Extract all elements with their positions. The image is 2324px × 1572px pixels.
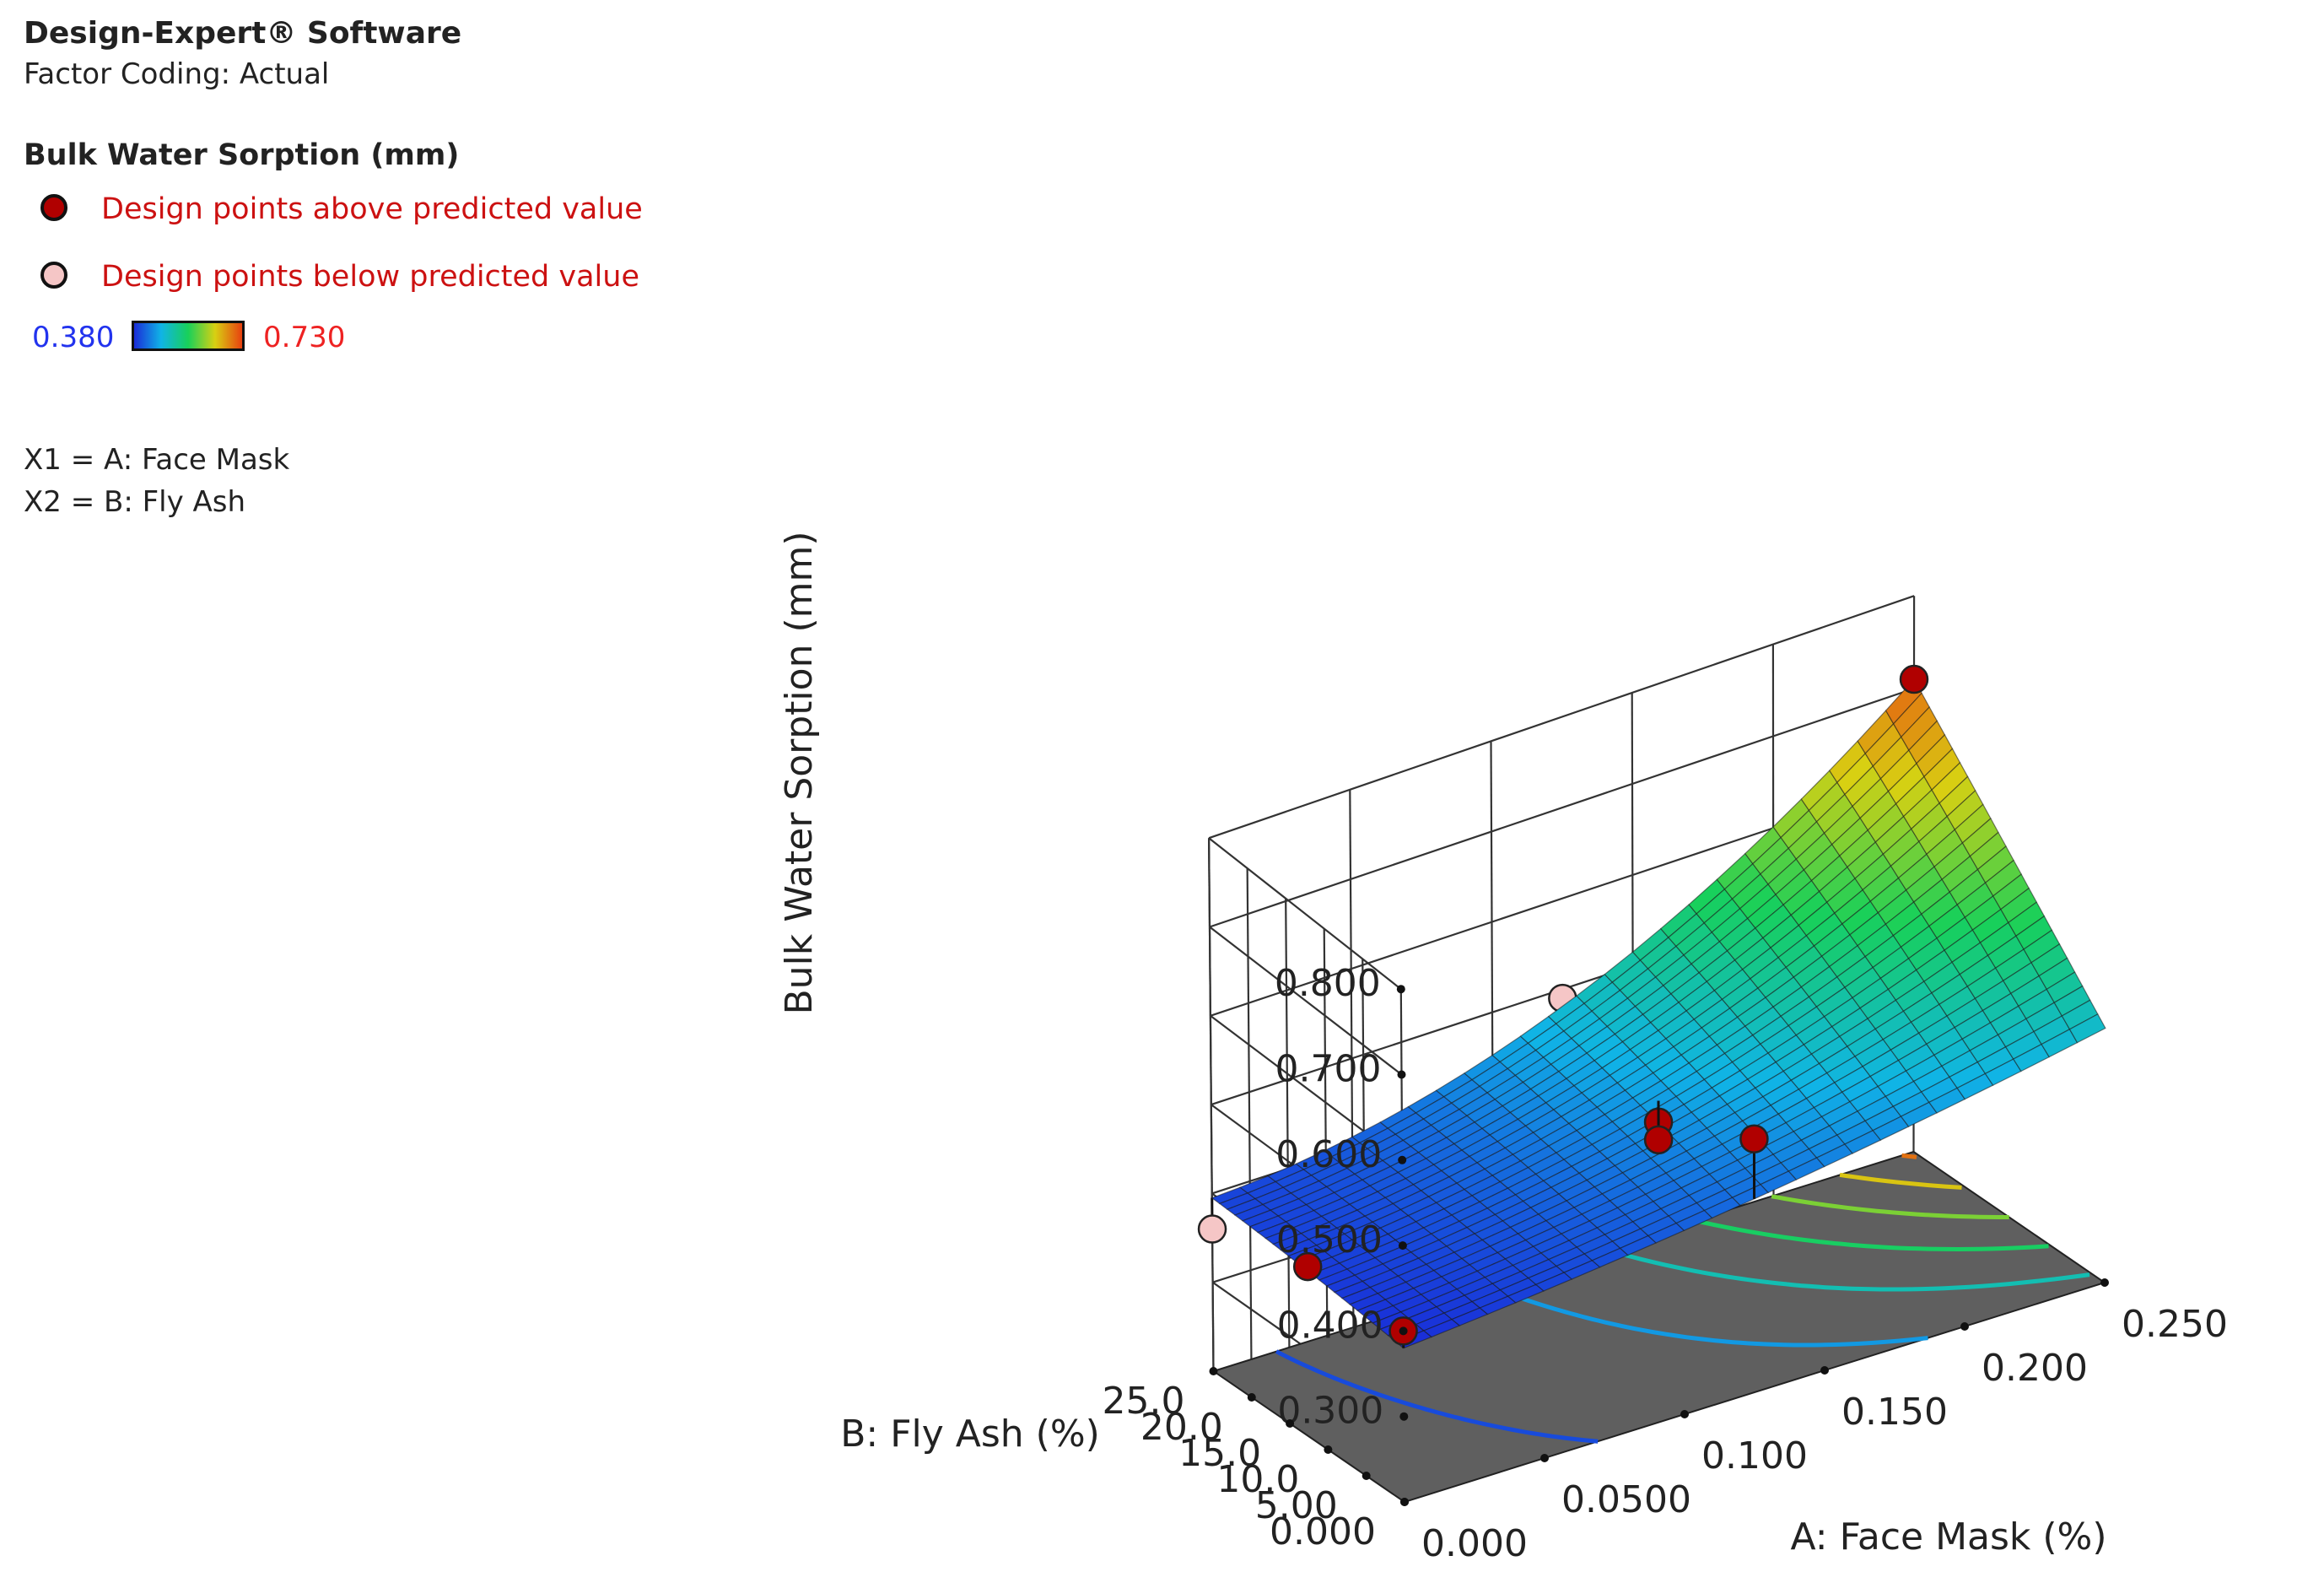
z-tick-label: 0.300 <box>1277 1390 1383 1433</box>
floor-plane <box>1211 1150 2107 1504</box>
x-tick-mark <box>1960 1322 1969 1331</box>
x-tick-label: 0.150 <box>1841 1391 1948 1434</box>
z-tick-label: 0.500 <box>1276 1218 1383 1261</box>
design-point <box>1197 1214 1227 1244</box>
y-tick-label: 5.00 <box>1255 1484 1338 1527</box>
design-point <box>1899 664 1929 694</box>
x-tick-mark <box>1540 1454 1549 1462</box>
factor-coding-label: Factor Coding: Actual <box>24 57 330 91</box>
above-point-icon <box>40 194 67 221</box>
y-tick-mark <box>1286 1419 1295 1428</box>
floor-polygon <box>1211 1150 2107 1504</box>
design-point <box>1739 1124 1769 1153</box>
floor-contours <box>1275 1153 2090 1444</box>
software-title: Design-Expert® Software <box>24 16 462 51</box>
y-axis-label: B: Fly Ash (%) <box>840 1413 1100 1456</box>
color-scale-bar <box>132 321 245 351</box>
variable-definitions: X1 = A: Face Mask X2 = B: Fly Ash <box>24 439 643 523</box>
contour-line <box>1275 1349 1599 1444</box>
y-tick-mark <box>1324 1445 1333 1454</box>
below-point-icon <box>40 262 67 289</box>
legend-below-label: Design points below predicted value <box>101 260 639 294</box>
back-wall-hline <box>1208 595 1915 840</box>
left-wall-hline <box>1208 837 1402 991</box>
z-tick-mark <box>1398 1241 1407 1251</box>
x-tick-mark <box>1820 1366 1829 1375</box>
contour-line <box>1602 1246 2090 1292</box>
design-points-front <box>1292 664 1929 1348</box>
contour-line <box>1901 1153 1917 1159</box>
z-tick-label: 0.600 <box>1275 1133 1382 1176</box>
y-tick-mark <box>1400 1498 1409 1506</box>
z-tick-mark <box>1396 985 1405 994</box>
x-tick-label: 0.250 <box>2122 1303 2228 1346</box>
z-axis-label: Bulk Water Sorption (mm) <box>778 531 821 1014</box>
color-scale-max: 0.730 <box>263 321 346 354</box>
z-tick-mark <box>1399 1326 1408 1336</box>
x-tick-mark <box>1680 1410 1689 1418</box>
x-axis-label: A: Face Mask (%) <box>1790 1515 2106 1558</box>
y-tick-label: 10.0 <box>1216 1458 1299 1501</box>
y-tick-label: 20.0 <box>1140 1406 1223 1449</box>
legend-below-entry: Design points below predicted value <box>24 243 643 311</box>
color-scale: 0.380 0.730 <box>24 314 643 365</box>
z-tick-mark <box>1399 1412 1409 1421</box>
legend-above-label: Design points above predicted value <box>101 192 643 226</box>
z-tick-mark <box>1397 1070 1406 1079</box>
var-x1: X1 = A: Face Mask <box>24 443 290 477</box>
legend-above-entry: Design points above predicted value <box>24 176 643 243</box>
z-tick-label: 0.400 <box>1277 1304 1383 1347</box>
y-tick-mark <box>1362 1472 1371 1480</box>
color-scale-min: 0.380 <box>32 321 115 354</box>
contour-line <box>1771 1194 2009 1219</box>
x-tick-label: 0.200 <box>1982 1347 2088 1390</box>
x-tick-label: 0.100 <box>1701 1434 1808 1477</box>
contour-line <box>1486 1283 1928 1348</box>
chart-legend: Design-Expert® Software Factor Coding: A… <box>24 14 643 523</box>
surface-cell <box>2068 1013 2106 1044</box>
left-wall-hline <box>1209 926 1403 1076</box>
z-tick-label: 0.800 <box>1275 962 1381 1005</box>
y-tick-label: 15.0 <box>1178 1432 1261 1475</box>
response-title: Bulk Water Sorption (mm) <box>24 138 460 172</box>
contour-line <box>1839 1172 1962 1190</box>
axes: 0.300 0.400 0.500 0.600 0.700 0.800 0.000 0.050… <box>1103 962 2228 1565</box>
contour-line <box>1693 1218 2049 1252</box>
y-tick-label: 0.000 <box>1270 1510 1376 1553</box>
y-tick-mark <box>1247 1393 1256 1402</box>
z-tick-label: 0.700 <box>1275 1048 1382 1091</box>
x-tick-label: 0.000 <box>1421 1522 1528 1565</box>
design-point <box>1643 1125 1674 1155</box>
design-point <box>1292 1251 1323 1282</box>
response-surface <box>1211 678 2106 1349</box>
x-tick-mark <box>2100 1278 2109 1287</box>
back-wall-hline <box>1209 687 1915 928</box>
var-x2: X2 = B: Fly Ash <box>24 485 246 519</box>
x-tick-label: 0.0500 <box>1561 1478 1691 1521</box>
z-tick-mark <box>1398 1155 1407 1164</box>
y-tick-mark <box>1209 1367 1218 1375</box>
y-tick-label: 25.0 <box>1103 1380 1185 1423</box>
